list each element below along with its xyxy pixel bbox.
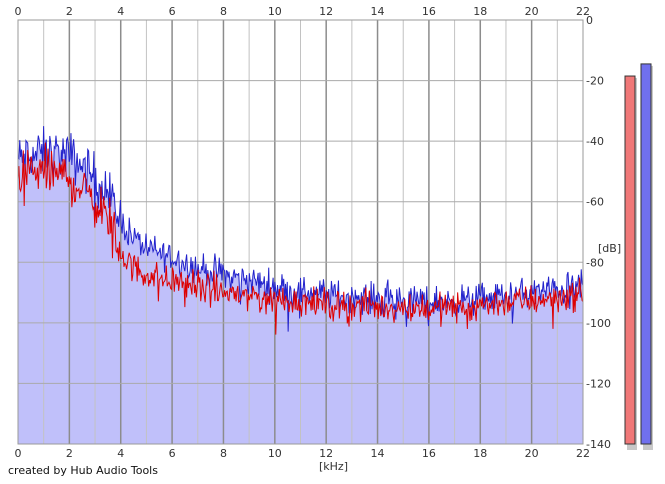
- series-line-1: [17, 126, 584, 332]
- y-axis-label: [dB]: [598, 242, 621, 255]
- x-tick-label-top: 8: [220, 5, 227, 18]
- x-tick-label-bottom: 20: [525, 447, 539, 460]
- y-tick-label: -80: [586, 256, 604, 269]
- x-tick-label-bottom: 22: [576, 447, 590, 460]
- x-tick-label-top: 4: [117, 5, 124, 18]
- x-tick-label-top: 6: [169, 5, 176, 18]
- y-tick-label: -120: [586, 377, 611, 390]
- y-ticks: 0 -20 -40 -60 -80 -100 -120 -140: [586, 14, 611, 451]
- x-tick-label-bottom: 2: [66, 447, 73, 460]
- plot-frame: [17, 19, 584, 445]
- x-tick-label-bottom: 10: [268, 447, 282, 460]
- x-tick-label-bottom: 12: [319, 447, 333, 460]
- x-tick-label-top: 16: [422, 5, 436, 18]
- grid-layer: [18, 20, 583, 444]
- y-tick-label: -100: [586, 317, 611, 330]
- x-tick-label-bottom: 16: [422, 447, 436, 460]
- x-tick-label-top: 2: [66, 5, 73, 18]
- x-tick-label-bottom: 8: [220, 447, 227, 460]
- y-tick-label: -60: [586, 196, 604, 209]
- level-meter-bar-1: [624, 75, 636, 445]
- series-layer: [17, 126, 584, 335]
- x-tick-label-bottom: 0: [15, 447, 22, 460]
- x-tick-label-top: 12: [319, 5, 333, 18]
- y-tick-label: 0: [586, 14, 593, 27]
- credit-text: created by Hub Audio Tools: [8, 464, 158, 477]
- x-tick-label-top: 20: [525, 5, 539, 18]
- x-tick-label-top: 14: [371, 5, 385, 18]
- x-tick-label-bottom: 14: [371, 447, 385, 460]
- x-ticks-top: 0 2 4 6 8 10 12 14 16 18 20 22: [15, 5, 591, 18]
- level-meters: [624, 63, 653, 451]
- x-tick-label-top: 22: [576, 5, 590, 18]
- x-tick-label-bottom: 4: [117, 447, 124, 460]
- x-tick-label-top: 0: [15, 5, 22, 18]
- x-tick-label-bottom: 6: [169, 447, 176, 460]
- x-tick-label-top: 10: [268, 5, 282, 18]
- y-tick-label: -40: [586, 135, 604, 148]
- series-line-2: [17, 142, 584, 335]
- y-tick-label: -20: [586, 75, 604, 88]
- x-axis-label: [kHz]: [319, 460, 348, 473]
- x-ticks-bottom: 0 2 4 6 8 10 12 14 16 18 20 22: [15, 447, 591, 460]
- y-tick-label: -140: [586, 438, 611, 451]
- level-meter-bar-2: [640, 63, 652, 445]
- x-tick-label-bottom: 18: [473, 447, 487, 460]
- x-tick-label-top: 18: [473, 5, 487, 18]
